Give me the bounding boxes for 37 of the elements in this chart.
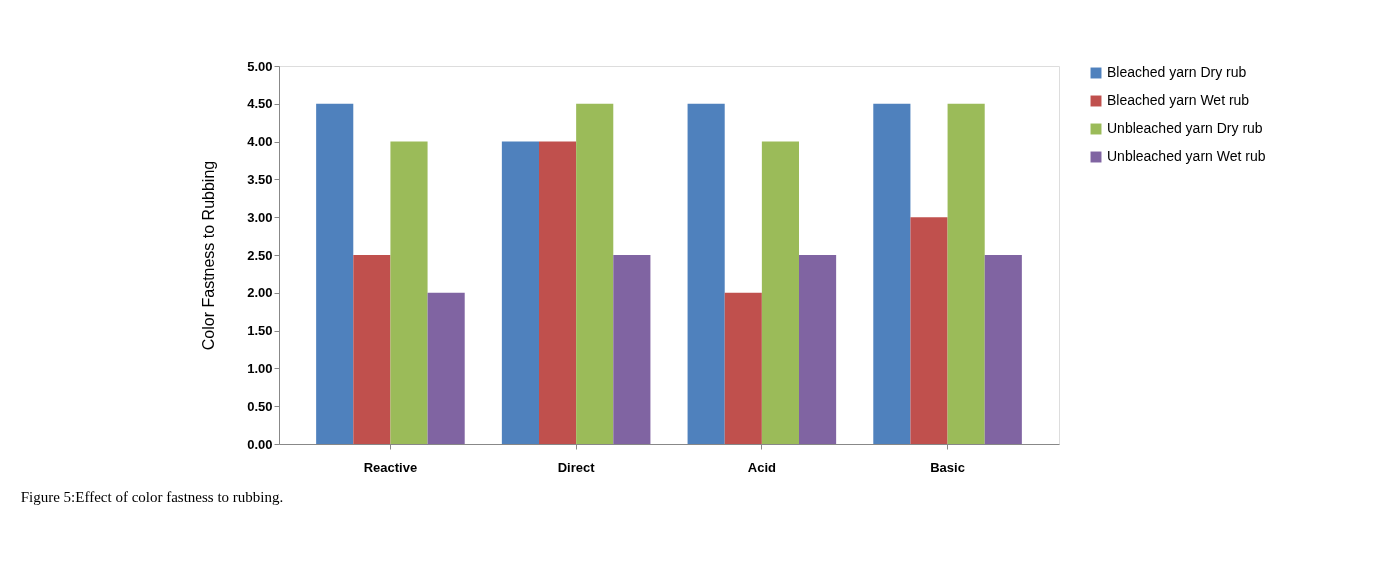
x-tick-label: Basic bbox=[930, 459, 965, 475]
legend-label: Unbleached yarn Wet rub bbox=[1107, 148, 1266, 164]
bar bbox=[984, 255, 1022, 444]
legend-label: Bleached yarn Dry rub bbox=[1107, 64, 1247, 80]
bar bbox=[390, 141, 428, 444]
caption: Figure 5:Effect of color fastness to rubbing. bbox=[20, 489, 284, 505]
y-tick-label: 1.50 bbox=[247, 323, 273, 339]
legend-label: Unbleached yarn Dry rub bbox=[1107, 120, 1263, 136]
bar bbox=[576, 103, 614, 444]
bar bbox=[501, 141, 539, 444]
bar bbox=[873, 103, 911, 444]
bar bbox=[353, 255, 391, 444]
x-tick-label: Acid bbox=[747, 459, 776, 475]
bar bbox=[724, 292, 762, 444]
bar bbox=[316, 103, 354, 444]
y-tick-label: 2.50 bbox=[247, 247, 273, 263]
bar bbox=[761, 141, 799, 444]
bar bbox=[539, 141, 577, 444]
bar bbox=[910, 217, 948, 444]
x-tick-label: Direct bbox=[557, 459, 596, 475]
y-tick-label: 1.00 bbox=[247, 360, 273, 376]
bar bbox=[687, 103, 725, 444]
bar bbox=[799, 255, 837, 444]
y-tick-label: 4.00 bbox=[247, 134, 273, 150]
legend-label: Bleached yarn Wet rub bbox=[1107, 92, 1250, 108]
y-axis-title: Color Fastness to Rubbing bbox=[200, 160, 218, 351]
bar bbox=[947, 103, 985, 444]
bar bbox=[427, 292, 465, 444]
y-tick-label: 3.00 bbox=[247, 209, 273, 225]
x-tick-label: Reactive bbox=[363, 459, 418, 475]
y-tick-label: 0.00 bbox=[247, 436, 273, 452]
y-tick-label: 3.50 bbox=[247, 171, 273, 187]
y-tick-label: 4.50 bbox=[247, 96, 273, 112]
bar bbox=[613, 255, 651, 444]
y-tick-label: 2.00 bbox=[247, 285, 273, 301]
y-tick-label: 5.00 bbox=[247, 58, 273, 74]
y-tick-label: 0.50 bbox=[247, 398, 273, 414]
